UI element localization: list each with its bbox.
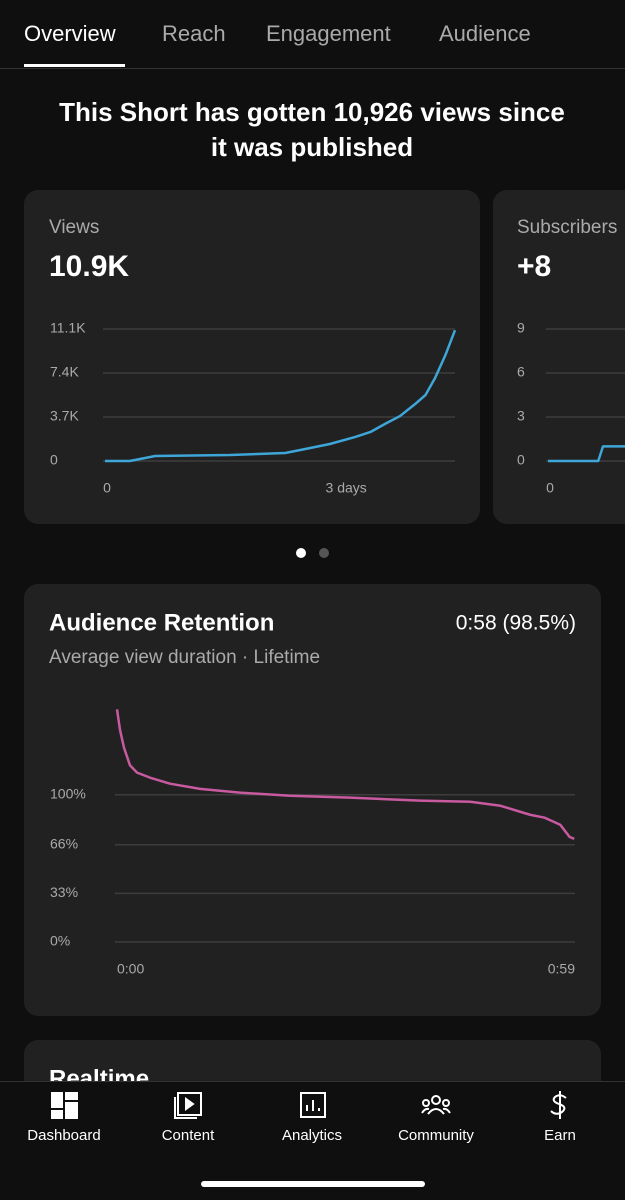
- tab[interactable]: Reach: [162, 21, 226, 46]
- y-tick-label: 11.1K: [50, 320, 86, 336]
- icon-analytics: [300, 1092, 326, 1118]
- x-tick-label: 0: [103, 480, 111, 496]
- data-line: [105, 329, 457, 463]
- y-tick-label: 3.7K: [50, 408, 79, 424]
- bottom-nav: Dashboard Content Analytics Community Ea…: [0, 1081, 625, 1200]
- card-title: Audience Retention: [49, 609, 274, 636]
- x-tick-label: 3 days: [326, 480, 367, 496]
- data-line: [548, 445, 625, 463]
- icon-earn: [550, 1091, 567, 1119]
- y-tick-label: 3: [517, 408, 525, 424]
- x-tick-label: 0:00: [117, 961, 144, 977]
- card-value: 0:58 (98.5%): [456, 612, 576, 635]
- y-tick-label: 0%: [50, 933, 70, 949]
- data-line: [115, 709, 575, 841]
- card[interactable]: [24, 584, 601, 1016]
- card-label: Subscribers: [517, 217, 617, 238]
- headline: it was published: [211, 132, 413, 162]
- x-tick-label: 0:59: [548, 961, 575, 977]
- x-tick-label: 0: [546, 480, 554, 496]
- nav-label[interactable]: Dashboard: [27, 1127, 100, 1144]
- icon-content: [174, 1092, 202, 1119]
- nav-label[interactable]: Analytics: [282, 1127, 342, 1144]
- y-tick-label: 33%: [50, 884, 78, 900]
- tab[interactable]: Engagement: [266, 21, 391, 46]
- home-indicator: [201, 1181, 425, 1187]
- y-tick-label: 100%: [50, 785, 86, 801]
- icon-community: [421, 1095, 451, 1115]
- y-tick-label: 66%: [50, 836, 78, 852]
- card[interactable]: [24, 190, 480, 524]
- divider: [0, 1081, 625, 1082]
- icon-dashboard: [51, 1092, 78, 1119]
- divider: [0, 68, 625, 69]
- page-dot: [319, 548, 329, 558]
- card-label: Views: [49, 217, 99, 238]
- nav-label[interactable]: Earn: [544, 1127, 576, 1144]
- y-tick-label: 0: [517, 452, 525, 468]
- card-subtitle: Average view duration · Lifetime: [49, 647, 320, 668]
- card-value: +8: [517, 250, 551, 283]
- tab[interactable]: Audience: [439, 21, 531, 46]
- nav-label[interactable]: Content: [162, 1127, 215, 1144]
- card[interactable]: [493, 190, 625, 524]
- tab[interactable]: Overview: [24, 21, 116, 46]
- y-tick-label: 0: [50, 452, 58, 468]
- tab-indicator: [24, 64, 125, 67]
- page-dot: [296, 548, 306, 558]
- card-value: 10.9K: [49, 250, 129, 283]
- y-tick-label: 9: [517, 320, 525, 336]
- y-tick-label: 7.4K: [50, 364, 79, 380]
- headline: This Short has gotten 10,926 views since: [59, 97, 565, 127]
- nav-label[interactable]: Community: [398, 1127, 474, 1144]
- y-tick-label: 6: [517, 364, 525, 380]
